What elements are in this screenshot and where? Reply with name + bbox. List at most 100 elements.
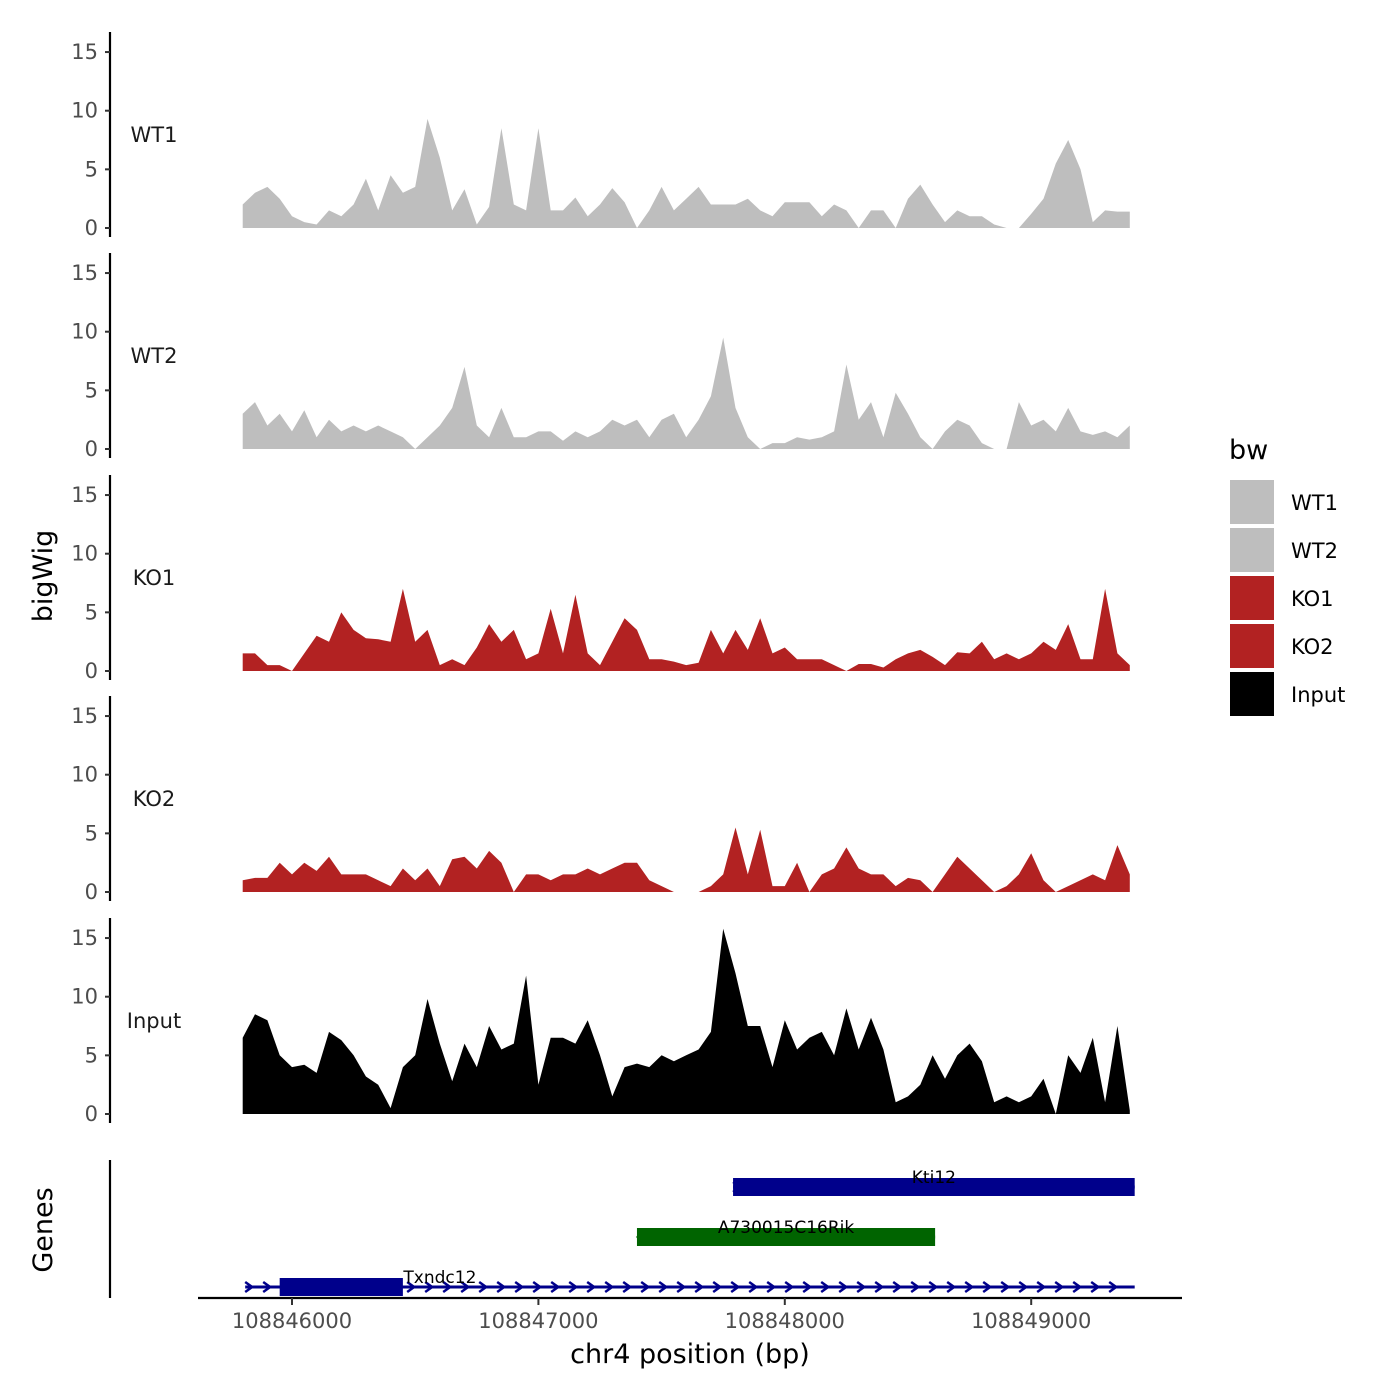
area-wt1 [242,118,1130,228]
gene-exon-a730015c16rik [636,1228,936,1246]
area-ko1 [242,588,1130,671]
tracks: 0 5 10 15 WT1 0 5 10 15 WT2 0 5 10 15 KO1 0 5 10 15 KO2 0 5 10… [71,32,1130,1126]
y-tick-label-ko2-10: 10 [71,763,98,787]
strand-chevron-icon [622,1280,633,1294]
strand-chevron-icon [838,1280,849,1294]
x-tick-label-108847000: 108847000 [478,1309,598,1333]
legend-swatch-wt1 [1230,480,1274,524]
y-tick-label-ko1-5: 5 [85,600,98,624]
area-input [242,928,1130,1114]
y-tick-label-wt2-0: 0 [85,437,98,461]
strand-chevron-icon [514,1280,525,1294]
strand-chevron-icon [1018,1280,1029,1294]
strand-chevron-icon [1036,1280,1047,1294]
area-ko2 [242,827,1130,892]
x-axis: 108846000 108847000 108848000 108849000 [198,1296,1182,1333]
strand-chevron-icon [532,1280,543,1294]
track-label-wt1: WT1 [131,123,178,147]
strand-chevron-icon [748,1280,759,1294]
genes-axis-title: Genes [28,1187,59,1272]
genes-panel: Kti12 A730015C16Rik Txndc12 [108,1160,1135,1298]
legend-label-wt1: WT1 [1291,491,1338,515]
strand-chevron-icon [856,1280,867,1294]
strand-chevron-icon [676,1280,687,1294]
y-tick-label-input-0: 0 [85,1102,98,1126]
legend-swatch-input [1230,672,1274,716]
track-input: 0 5 10 15 Input [71,918,1130,1126]
strand-chevron-icon [982,1280,993,1294]
legend: bw WT1 WT2 KO1 KO2 Input [1229,435,1345,716]
y-tick-label-input-10: 10 [71,985,98,1009]
strand-chevron-icon [712,1280,723,1294]
legend-swatch-ko1 [1230,576,1274,620]
gene-kti12: Kti12 [732,1168,1135,1196]
strand-chevron-icon [496,1280,507,1294]
strand-chevron-icon [910,1280,921,1294]
strand-chevron-icon [604,1280,615,1294]
strand-chevron-icon [874,1280,885,1294]
strand-chevron-icon [244,1280,255,1294]
strand-chevron-icon [730,1280,741,1294]
legend-label-ko1: KO1 [1291,587,1334,611]
track-ko2: 0 5 10 15 KO2 [71,696,1130,904]
gene-label-a730015c16rik: A730015C16Rik [718,1218,855,1238]
y-tick-label-ko2-5: 5 [85,821,98,845]
y-tick-label-input-15: 15 [71,926,98,950]
track-wt1: 0 5 10 15 WT1 [71,32,1130,240]
legend-swatch-ko2 [1230,624,1274,668]
strand-chevron-icon [550,1280,561,1294]
track-label-ko1: KO1 [133,566,176,590]
strand-chevron-icon [568,1280,579,1294]
gene-label-txndc12: Txndc12 [402,1268,476,1288]
strand-chevron-icon [928,1280,939,1294]
strand-chevron-icon [1108,1280,1119,1294]
gene-label-kti12: Kti12 [912,1168,956,1188]
strand-chevron-icon [766,1280,777,1294]
legend-swatch-wt2 [1230,528,1274,572]
strand-chevron-icon [694,1280,705,1294]
gene-txndc12: Txndc12 [244,1268,1135,1296]
y-tick-label-ko2-15: 15 [71,704,98,728]
x-axis-title: chr4 position (bp) [570,1339,810,1370]
legend-title: bw [1229,435,1268,466]
legend-label-ko2: KO2 [1291,635,1334,659]
strand-chevron-icon [442,1280,453,1294]
strand-chevron-icon [946,1280,957,1294]
strand-chevron-icon [892,1280,903,1294]
strand-chevron-icon [640,1280,651,1294]
gene-exon-txndc12 [279,1278,403,1296]
y-tick-label-wt2-10: 10 [71,320,98,344]
strand-chevron-icon [802,1280,813,1294]
y-tick-label-wt1-5: 5 [85,157,98,181]
strand-chevron-icon [820,1280,831,1294]
gene-a730015c16rik: A730015C16Rik [635,1218,936,1246]
y-tick-label-ko1-10: 10 [71,542,98,566]
legend-label-wt2: WT2 [1291,539,1338,563]
y-tick-label-wt1-0: 0 [85,216,98,240]
strand-chevron-icon [586,1280,597,1294]
y-tick-label-wt1-10: 10 [71,99,98,123]
y-tick-label-ko2-0: 0 [85,880,98,904]
strand-chevron-icon [1090,1280,1101,1294]
strand-chevron-icon [262,1280,273,1294]
strand-chevron-icon [406,1280,417,1294]
area-wt2 [242,337,1130,449]
y-tick-label-wt2-15: 15 [71,261,98,285]
strand-chevron-icon [1072,1280,1083,1294]
strand-chevron-icon [964,1280,975,1294]
strand-chevron-icon [460,1280,471,1294]
track-ko1: 0 5 10 15 KO1 [71,475,1130,683]
x-tick-label-108846000: 108846000 [232,1309,352,1333]
track-label-wt2: WT2 [131,344,178,368]
strand-chevron-icon [1054,1280,1065,1294]
track-label-ko2: KO2 [133,787,176,811]
track-wt2: 0 5 10 15 WT2 [71,253,1130,461]
strand-chevron-icon [658,1280,669,1294]
y-tick-label-input-5: 5 [85,1043,98,1067]
y-tick-label-ko1-0: 0 [85,659,98,683]
y-tick-label-ko1-15: 15 [71,483,98,507]
strand-chevron-icon [478,1280,489,1294]
gene-exon-kti12 [733,1178,1135,1196]
y-tick-label-wt1-15: 15 [71,40,98,64]
x-tick-label-108848000: 108848000 [725,1309,845,1333]
